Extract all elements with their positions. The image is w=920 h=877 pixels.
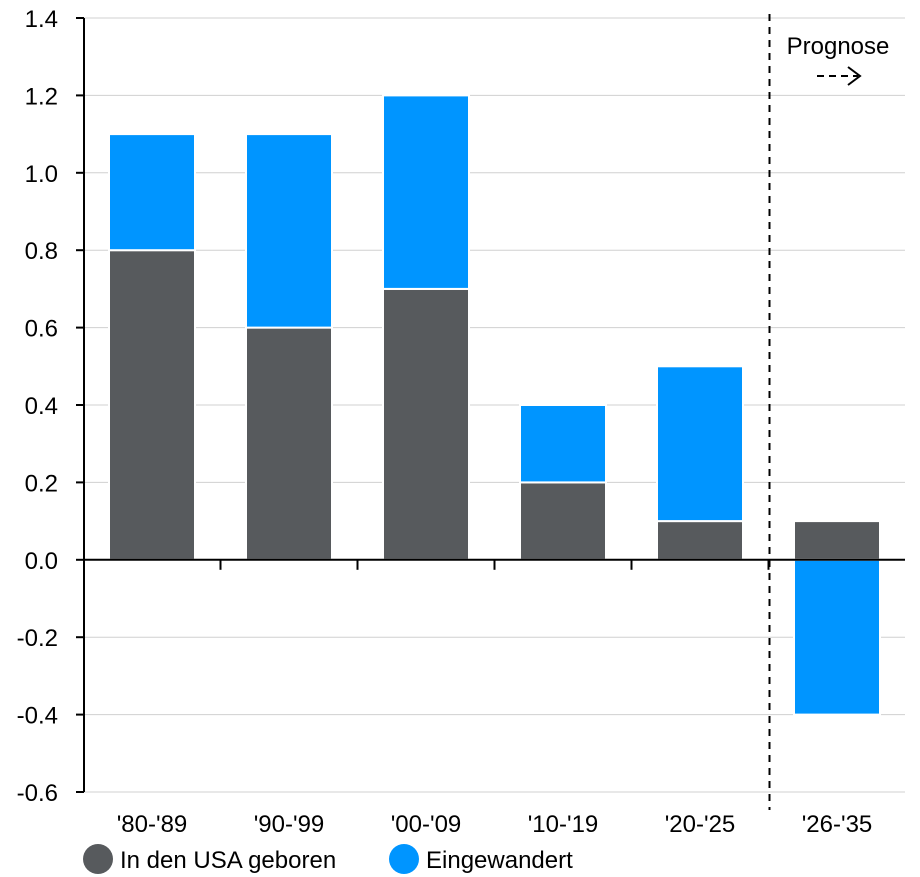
x-tick-label: '90-'99 <box>254 811 325 838</box>
y-tick-label: -0.4 <box>17 703 58 730</box>
legend-label: Eingewandert <box>426 847 573 874</box>
y-tick-label: -0.6 <box>17 780 58 807</box>
forecast-annotation: Prognose <box>768 14 890 810</box>
bar-eingewandert-3 <box>519 404 607 484</box>
bar-eingewandert-1 <box>245 133 333 329</box>
y-tick-labels: 1.4 1.2 1.0 0.8 0.6 0.4 0.2 0.0 -0.2 -0.4 -0.6 <box>17 6 58 807</box>
bar-eingewandert-4 <box>656 365 744 523</box>
y-tick-label: 1.0 <box>25 161 58 188</box>
axes <box>76 17 905 793</box>
y-tick-label: 0.4 <box>25 393 58 420</box>
bar-eingewandert-2 <box>382 94 470 290</box>
y-tick-label: 0.8 <box>25 238 58 265</box>
x-tick-label: '26-'35 <box>802 811 873 838</box>
bar-eingewandert-0 <box>108 133 196 252</box>
bar-in-den-usa-geboren-5 <box>793 520 881 561</box>
gridlines <box>84 17 905 793</box>
legend-swatch-in-den-usa-geboren <box>83 844 113 874</box>
y-tick-label: 0.0 <box>25 548 58 575</box>
bar-in-den-usa-geboren-4 <box>656 520 744 561</box>
legend: In den USA geboren Eingewandert <box>83 844 573 874</box>
y-tick-label: 1.4 <box>25 6 58 33</box>
bar-in-den-usa-geboren-0 <box>108 249 196 561</box>
x-tick-label: '00-'09 <box>391 811 462 838</box>
y-tick-label: 0.2 <box>25 470 58 497</box>
forecast-label: Prognose <box>787 33 890 60</box>
bar-in-den-usa-geboren-2 <box>382 287 470 561</box>
y-tick-label: 1.2 <box>25 83 58 110</box>
x-tick-label: '10-'19 <box>528 811 599 838</box>
x-tick-label: '80-'89 <box>117 811 188 838</box>
bar-in-den-usa-geboren-3 <box>519 481 607 561</box>
x-tick-label: '20-'25 <box>665 811 736 838</box>
forecast-arrow-icon <box>817 66 862 86</box>
x-tick-labels: '80-'89 '90-'99 '00-'09 '10-'19 '20-'25 '26-'… <box>117 811 873 838</box>
legend-swatch-eingewandert <box>389 844 419 874</box>
bar-in-den-usa-geboren-1 <box>245 326 333 561</box>
legend-label: In den USA geboren <box>120 847 336 874</box>
bar-eingewandert-5 <box>793 558 881 716</box>
y-tick-label: 0.6 <box>25 316 58 343</box>
y-tick-label: -0.2 <box>17 625 58 652</box>
